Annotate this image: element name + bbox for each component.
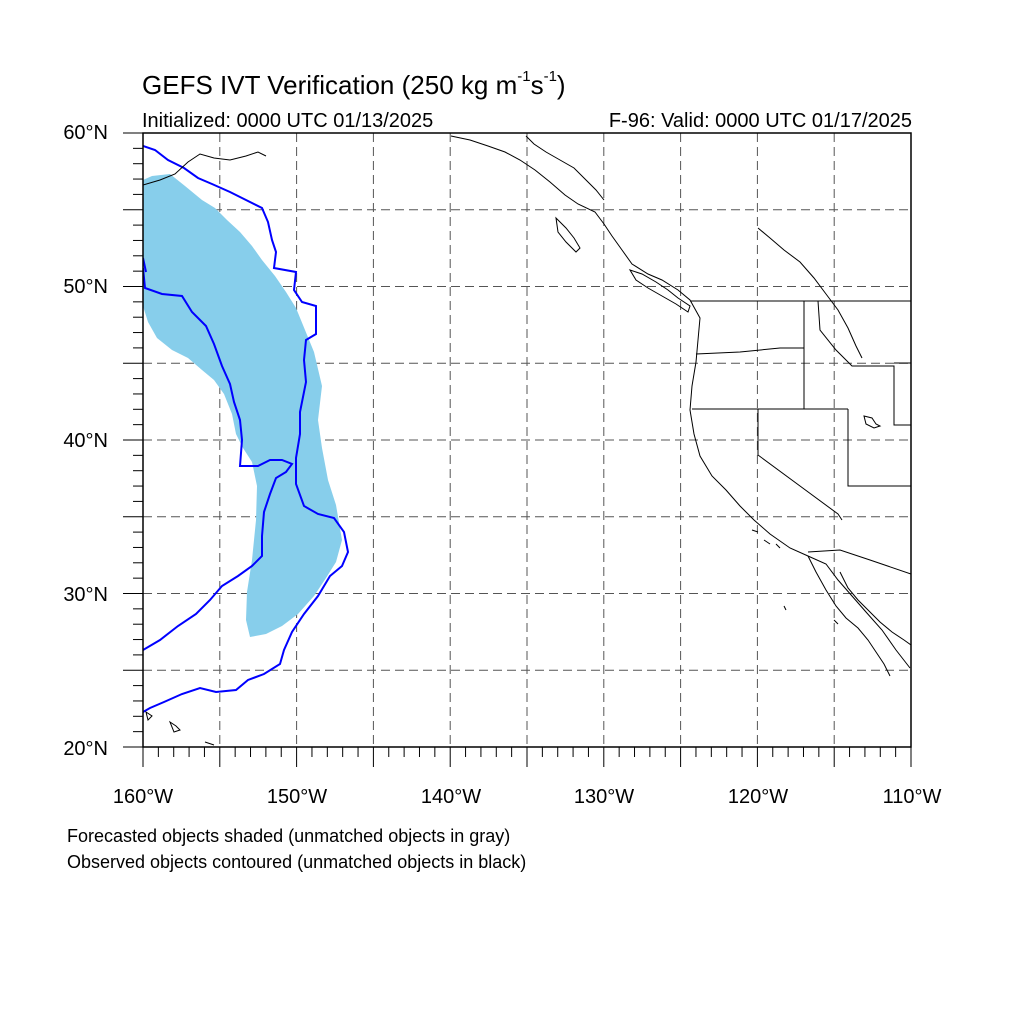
observed-ivt-contour: [143, 145, 350, 713]
lon-label-160w: 160°W: [112, 786, 174, 808]
border-utah: [847, 409, 911, 487]
border-washington-oregon: [695, 347, 804, 355]
coastline-baja: [807, 555, 891, 677]
lon-label-120w: 120°W: [727, 786, 789, 808]
lat-label-20n: 20°N: [63, 738, 108, 760]
coastline-north-america: [450, 135, 911, 669]
initialized-label: Initialized: 0000 UTC 01/13/2025: [142, 110, 434, 132]
border-montana: [817, 300, 911, 426]
lon-label-130w: 130°W: [573, 786, 635, 808]
lon-label-110w: 110°W: [882, 786, 942, 808]
coastline-vancouver-island: [628, 269, 691, 313]
note-observed-contour: Observed objects contoured (unmatched ob…: [67, 852, 527, 872]
note-forecast-shading: Forecasted objects shaded (unmatched obj…: [67, 826, 511, 846]
coastlines: [143, 135, 911, 746]
border-us-mexico: [807, 549, 911, 575]
lon-label-150w: 150°W: [266, 786, 328, 808]
coastline-channel-islands: [751, 529, 839, 625]
border-nevada: [757, 409, 843, 521]
coastline-hawaii: [145, 710, 215, 746]
forecast-ivt-object: [143, 174, 342, 637]
lat-label-30n: 30°N: [63, 584, 108, 606]
lake-great-salt: [863, 415, 882, 429]
coastline-hudson-bay-edge: [757, 227, 863, 359]
chart-title: GEFS IVT Verification (250 kg m-1s-1): [142, 68, 566, 100]
axis-ticks: [123, 132, 912, 767]
coastline-bc-islands: [555, 216, 581, 253]
coastline-alaska-west: [143, 151, 267, 186]
lon-label-140w: 140°W: [420, 786, 482, 808]
coastline-alaska-panhandle: [525, 135, 605, 201]
lat-label-60n: 60°N: [63, 122, 108, 144]
lat-label-50n: 50°N: [63, 276, 108, 298]
lat-label-40n: 40°N: [63, 430, 108, 452]
coastline-gulf-california: [839, 571, 911, 646]
valid-time-label: F-96: Valid: 0000 UTC 01/17/2025: [608, 110, 912, 132]
observed-ivt-contour-inner: [143, 267, 294, 651]
